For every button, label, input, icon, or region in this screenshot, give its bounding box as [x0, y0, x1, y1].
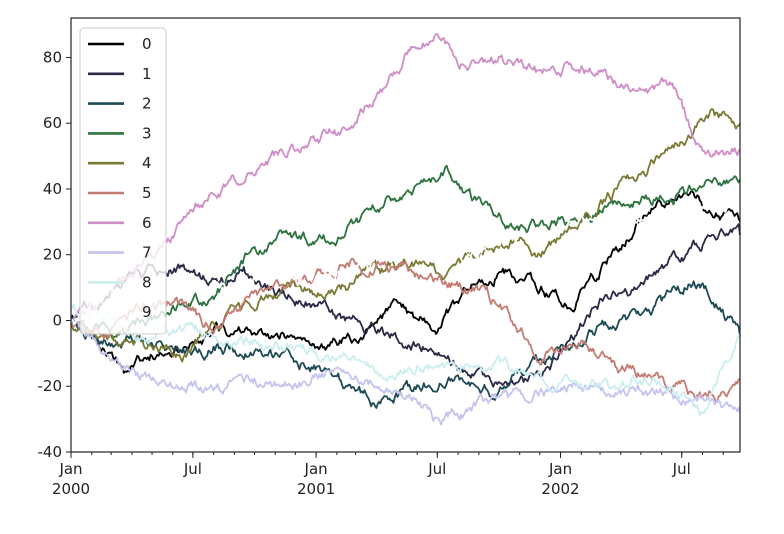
x-tick-label: Jan: [304, 460, 328, 478]
y-tick-label: 40: [43, 180, 62, 198]
legend-label-7: 7: [142, 244, 152, 262]
series-line-7: [70, 317, 741, 426]
x-axis: Jan 2000 Jul Jan 2001 Jul Jan 2002 Jul: [52, 452, 724, 498]
legend-label-0: 0: [142, 35, 152, 53]
x-tick-label: Jan: [58, 460, 82, 478]
series-line-8: [70, 303, 741, 417]
y-tick-label: 60: [43, 114, 62, 132]
series-line-4: [70, 108, 741, 363]
series-layer: [70, 33, 741, 426]
series-line-1: [70, 223, 741, 388]
x-tick-label: Jul: [183, 460, 202, 478]
series-line-9: [70, 198, 741, 325]
series-line-5: [70, 257, 741, 403]
y-tick-label: -40: [38, 443, 63, 461]
legend-label-1: 1: [142, 65, 152, 83]
legend-label-2: 2: [142, 95, 152, 113]
x-tick-year-label: 2001: [297, 480, 335, 498]
legend: 0 1 2 3 4 5 6 7 8 9: [79, 27, 167, 335]
legend-label-3: 3: [142, 124, 152, 142]
legend-label-4: 4: [142, 154, 152, 172]
axes-frame: [70, 17, 741, 453]
x-tick-year-label: 2000: [52, 480, 90, 498]
y-tick-label: 20: [43, 246, 62, 264]
y-tick-label: 0: [52, 311, 62, 329]
series-line-6: [70, 33, 741, 324]
x-tick-label: Jul: [672, 460, 691, 478]
series-line-2: [70, 280, 741, 409]
legend-label-6: 6: [142, 214, 152, 232]
legend-label-9: 9: [142, 303, 152, 321]
legend-label-5: 5: [142, 184, 152, 202]
legend-label-8: 8: [142, 273, 152, 291]
y-tick-label: 80: [43, 48, 62, 66]
x-tick-year-label: 2002: [541, 480, 579, 498]
x-tick-label: Jul: [427, 460, 446, 478]
y-tick-label: -20: [38, 377, 63, 395]
y-axis: -40 -20 0 20 40 60 80: [38, 48, 71, 461]
x-tick-label: Jan: [548, 460, 572, 478]
